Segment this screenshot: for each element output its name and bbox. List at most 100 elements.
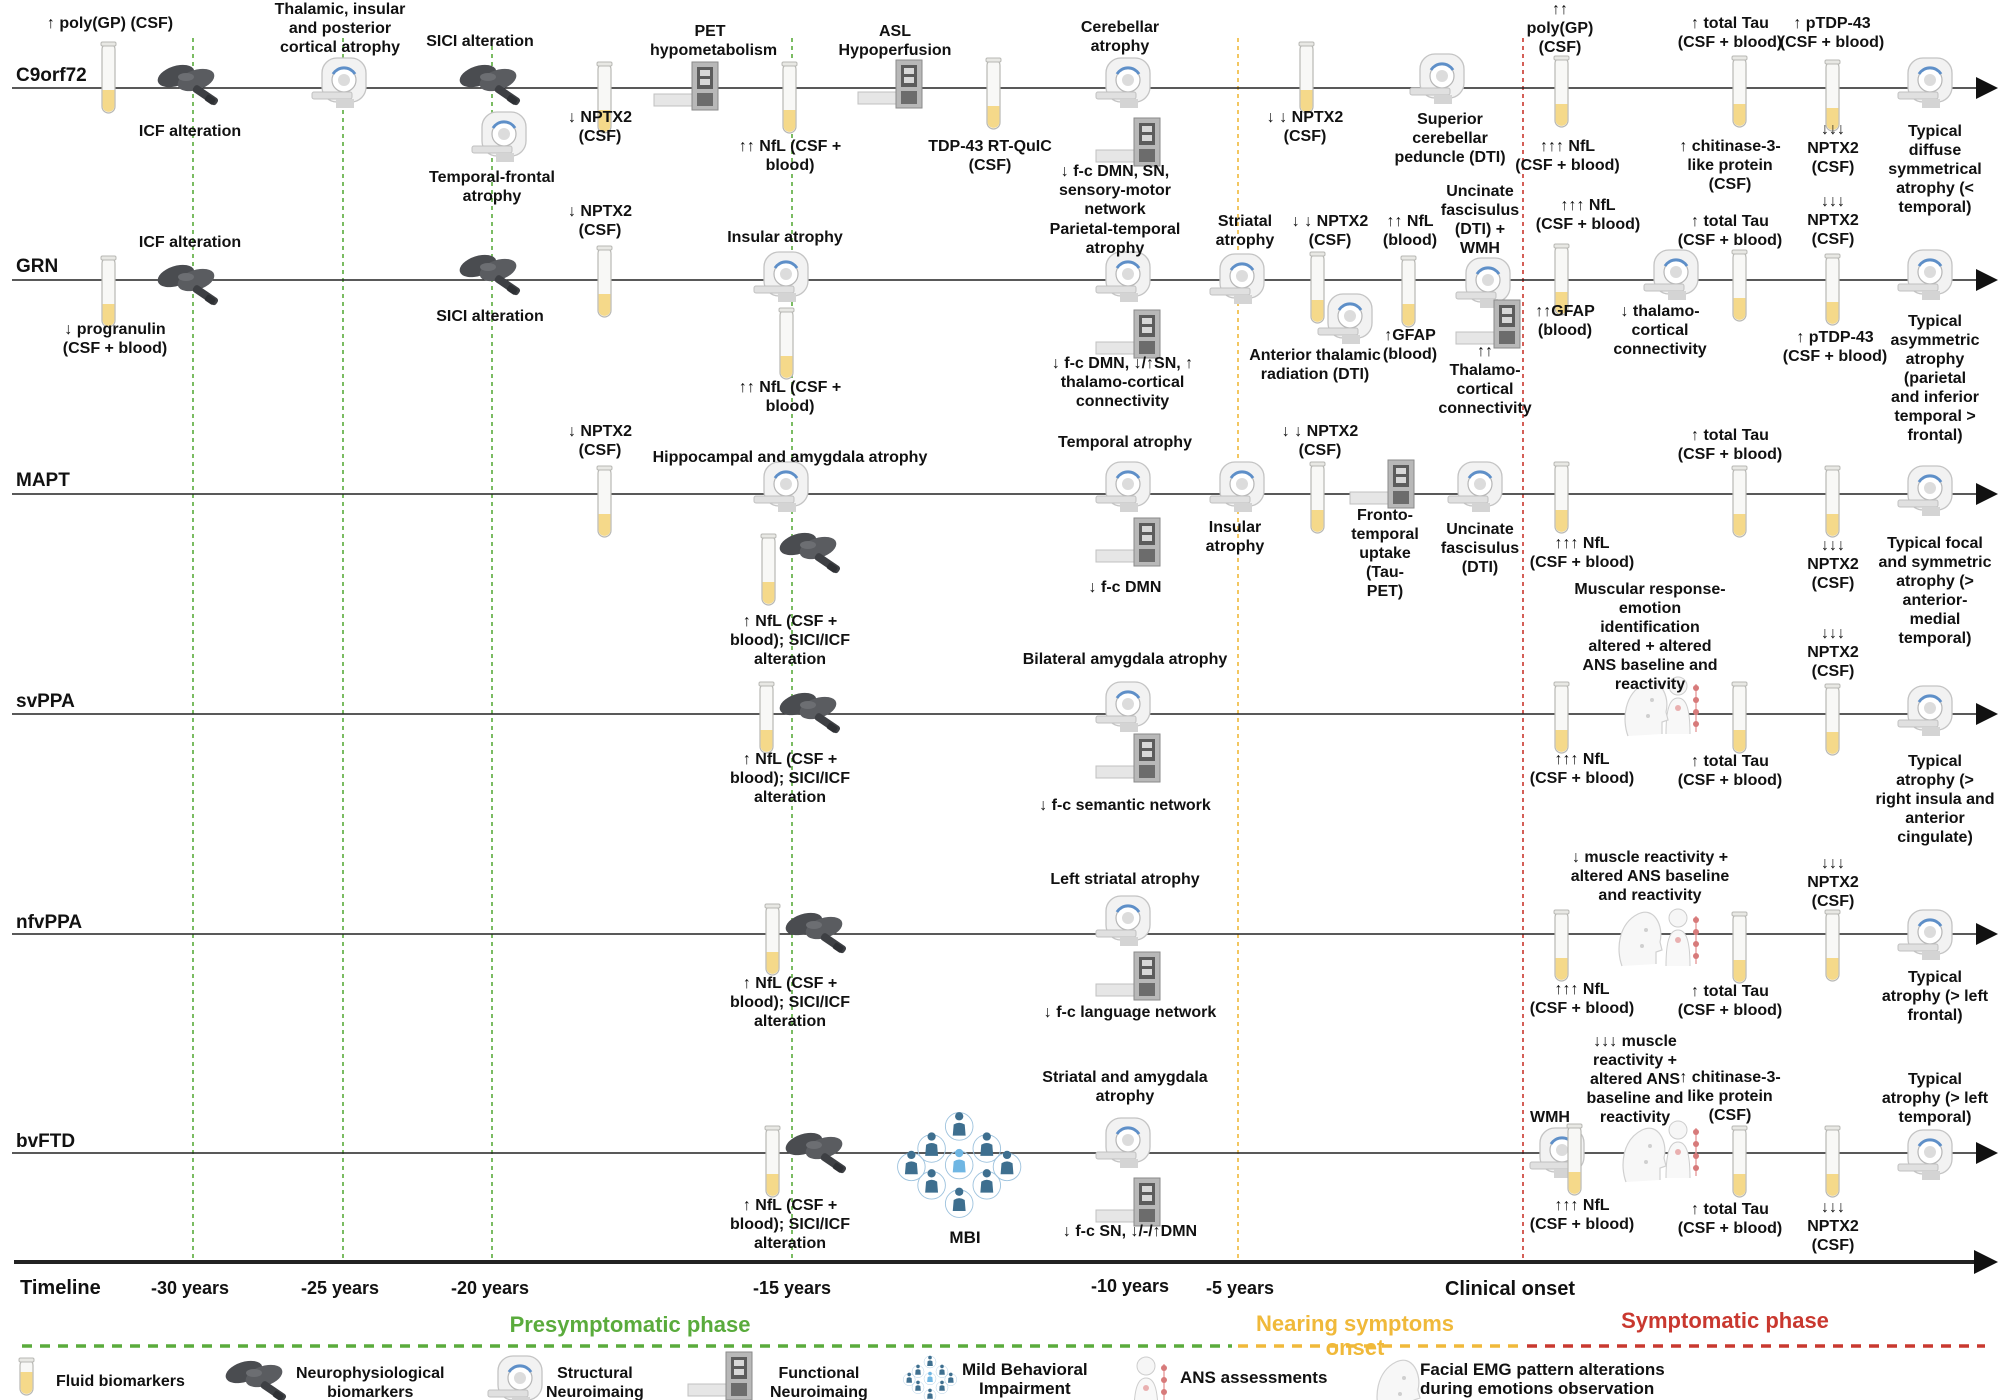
fluid-tube-icon: [1731, 249, 1748, 322]
mapt-insular-label: Insular atrophy: [1205, 519, 1265, 555]
grn-gfap2-label: ↑↑GFAP (blood): [1535, 303, 1595, 339]
c9-tdp-rtquic-label: TDP-43 RT-QuIC (CSF): [928, 138, 1052, 174]
row-arrow: [1976, 923, 1998, 945]
c9-nptx2-label-3: ↓↓↓ NPTX2 (CSF): [1807, 121, 1859, 176]
svppa-fc-label: ↓ f-c semantic network: [1039, 797, 1211, 814]
mri-scanner-icon: [1095, 1117, 1151, 1168]
phase-symptomatic: Symptomatic phase: [1621, 1308, 1829, 1333]
c9-sici-label: SICI alteration: [426, 33, 534, 50]
mri-scanner-icon: [1317, 293, 1373, 344]
nfvppa-tau-label: ↑ total Tau (CSF + blood): [1677, 983, 1783, 1019]
mri-scanner-icon: [1447, 461, 1503, 512]
grn-gfap-label: ↑GFAP (blood): [1382, 327, 1438, 363]
tick-30: -30 years: [150, 1278, 230, 1298]
fluid-tube-icon: [781, 61, 798, 134]
tick-20: -20 years: [450, 1278, 530, 1298]
fluid-tube-icon: [1553, 243, 1570, 316]
mri-scanner-icon: [1095, 681, 1151, 732]
mapt-nfl-label: ↑ NfL (CSF + blood); SICI/ICF alteration: [730, 613, 850, 668]
mapt-nptx2-label-1: ↓ NPTX2 (CSF): [567, 423, 632, 459]
pet-scanner-icon: [1095, 309, 1161, 359]
svppa-muscular-label: Muscular response- emotion identificatio…: [1574, 581, 1726, 693]
grn-tau-label: ↑ total Tau (CSF + blood): [1677, 213, 1783, 249]
c9-poly-gp2-label: ↑↑ poly(GP) (CSF): [1526, 1, 1594, 56]
tms-coil-icon: [225, 1360, 287, 1400]
mri-scanner-icon: [1529, 1127, 1585, 1178]
svppa-amygdala-label: Bilateral amygdala atrophy: [1022, 651, 1228, 668]
bvftd-fc-label: ↓ f-c SN, ↓/-/↑DMN: [1062, 1223, 1198, 1240]
tms-coil-icon: [157, 264, 219, 306]
tms-coil-icon: [459, 254, 521, 296]
facial-emg-head-icon: [1618, 911, 1663, 967]
grn-nptx2-label-2: ↓ ↓ NPTX2 (CSF): [1291, 213, 1369, 249]
pet-scanner-icon: [857, 59, 923, 109]
c9-cerebellar-label: Cerebellar atrophy: [1080, 19, 1160, 55]
pet-scanner-icon: [1095, 517, 1161, 567]
grn-uncinate-label: Uncinate fascisulus (DTI) + WMH: [1440, 183, 1520, 257]
fluid-tube-icon: [1553, 681, 1570, 754]
mri-scanner-icon: [1095, 57, 1151, 108]
mbi-network-icon: [902, 1355, 958, 1400]
mri-scanner-icon: [1409, 53, 1465, 104]
timeline-title: Timeline: [20, 1277, 101, 1299]
row-label-grn: GRN: [16, 256, 59, 277]
fluid-tube-icon: [1298, 41, 1315, 114]
fluid-tube-icon: [1731, 465, 1748, 538]
mri-scanner-icon: [753, 461, 809, 512]
pet-scanner-icon: [1095, 1177, 1161, 1227]
fluid-tube-icon: [758, 681, 775, 754]
bvftd-nfl3-label: ↑↑↑ NfL (CSF + blood): [1529, 1197, 1635, 1233]
pet-scanner-icon: [1095, 951, 1161, 1001]
bvftd-mbi-label: MBI: [949, 1228, 981, 1247]
tick-25: -25 years: [300, 1278, 380, 1298]
mri-scanner-icon: [1095, 895, 1151, 946]
nfvppa-nfl-label: ↑ NfL (CSF + blood); SICI/ICF alteration: [730, 975, 850, 1030]
nfvppa-fc-label: ↓ f-c language network: [1043, 1004, 1217, 1021]
fluid-tube-icon: [596, 245, 613, 318]
fluid-tube-icon: [1824, 465, 1841, 538]
legend-mbi: Mild Behavioral Impairment: [962, 1360, 1088, 1398]
mri-scanner-icon: [1455, 257, 1511, 308]
fluid-tube-icon: [1824, 59, 1841, 132]
grn-progranulin-label: ↓ progranulin (CSF + blood): [62, 321, 168, 357]
fluid-tube-icon: [1309, 461, 1326, 534]
legend-structural: Structural Neuroimaing: [546, 1365, 644, 1400]
row-arrow: [1976, 483, 1998, 505]
fluid-tube-icon: [1553, 461, 1570, 534]
mri-scanner-icon: [1897, 909, 1953, 960]
mri-scanner-icon: [487, 1355, 543, 1400]
bvftd-tau-label: ↑ total Tau (CSF + blood): [1677, 1201, 1783, 1237]
nfvppa-nfl3-label: ↑↑↑ NfL (CSF + blood): [1529, 981, 1635, 1017]
mri-scanner-icon: [1095, 461, 1151, 512]
clinical-onset: Clinical onset: [1444, 1278, 1576, 1300]
bvftd-nptx2-label: ↓↓↓ NPTX2 (CSF): [1807, 1199, 1859, 1254]
fluid-tube-icon: [18, 1357, 35, 1396]
timeline-arrow: [1974, 1250, 1998, 1274]
grn-atr-label: Anterior thalamic radiation (DTI): [1249, 347, 1381, 383]
fluid-tube-icon: [1553, 909, 1570, 982]
fluid-tube-icon: [1731, 1125, 1748, 1198]
svppa-nptx2-label: ↓↓↓ NPTX2 (CSF): [1807, 625, 1859, 680]
c9-chitinase-label: ↑ chitinase-3- like protein (CSF): [1679, 138, 1781, 193]
c9-typical-label: Typical diffuse symmetrical atrophy (< t…: [1888, 123, 1982, 216]
row-arrow: [1976, 1142, 1998, 1164]
grn-typical-label: Typical asymmetric atrophy (parietal and…: [1890, 313, 1980, 444]
phase-presymptomatic: Presymptomatic phase: [509, 1312, 751, 1337]
tms-coil-icon: [459, 64, 521, 106]
c9-nfl-label: ↑↑ NfL (CSF + blood): [738, 138, 842, 174]
pet-scanner-icon: [687, 1351, 753, 1400]
fluid-tube-icon: [100, 41, 117, 114]
fluid-tube-icon: [778, 307, 795, 380]
grn-nfl-label: ↑↑ NfL (CSF + blood): [738, 379, 842, 415]
tick-5: -5 years: [1205, 1278, 1275, 1298]
grn-parietal-label: Parietal-temporal atrophy: [1049, 221, 1181, 257]
grn-thal-conn-dec-label: ↓ thalamo- cortical connectivity: [1613, 303, 1707, 358]
grn-nfl3-label: ↑↑↑ NfL (CSF + blood): [1535, 197, 1641, 233]
pet-scanner-icon: [1455, 299, 1521, 349]
fluid-tube-icon: [1731, 681, 1748, 754]
bvftd-striatal-label: Striatal and amygdala atrophy: [1042, 1069, 1208, 1105]
tms-coil-icon: [779, 692, 841, 734]
c9-temporo-frontal-label: Temporal-frontal atrophy: [429, 169, 555, 205]
bvftd-muscle-label: ↓↓↓ muscle reactivity + altered ANS base…: [1586, 1033, 1684, 1126]
c9-icf-label: ICF alteration: [138, 123, 242, 140]
